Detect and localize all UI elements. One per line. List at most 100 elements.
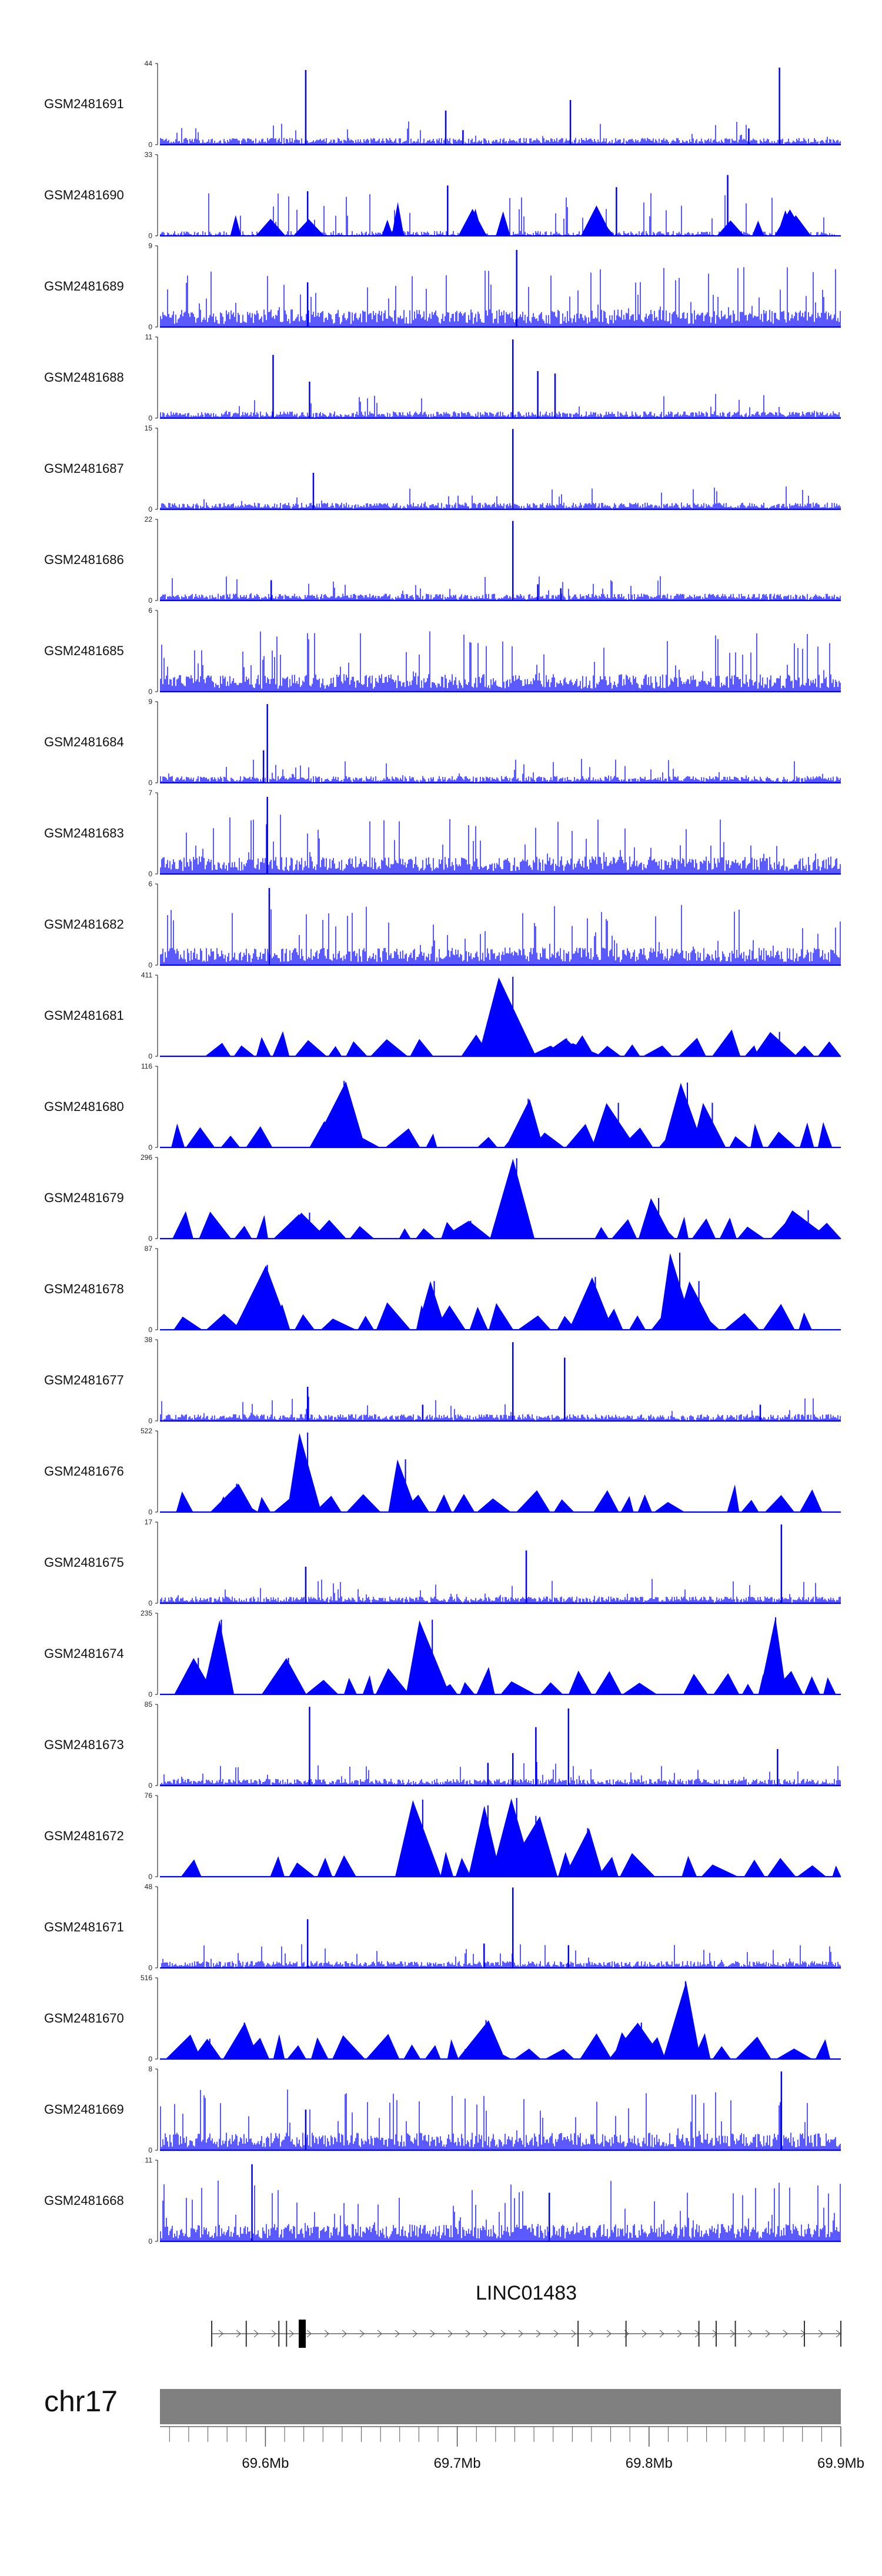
y-max-label: 38 [145,1336,153,1344]
coverage-bars [160,393,841,418]
x-tick-label: 69.7Mb [434,2455,481,2471]
y-max-label: 11 [145,333,153,341]
track-label: GSM2481671 [44,1920,124,1934]
track-GSM2481682: GSM2481682 6 0 [44,880,841,969]
y-max-label: 6 [148,606,152,615]
coverage-area [205,977,841,1057]
coverage-bars [160,576,841,600]
track-GSM2481686: GSM2481686 22 0 [44,515,841,605]
chromosome-bar [160,2389,841,2424]
y-max-label: 8 [148,2065,152,2073]
y-min-label: 0 [148,1690,152,1699]
y-min-label: 0 [148,1326,152,1334]
track-label: GSM2481691 [44,96,124,111]
track-label: GSM2481668 [44,2193,124,2208]
y-min-label: 0 [148,779,152,787]
y-min-label: 0 [148,961,152,969]
track-label: GSM2481680 [44,1099,124,1114]
coverage-area [171,1081,833,1148]
genome-axis: 69.6Mb 69.7Mb 69.8Mb 69.9Mb [160,2426,864,2471]
y-max-label: 48 [145,1883,153,1891]
y-max-label: 7 [148,789,152,797]
y-min-label: 0 [148,1143,152,1152]
y-max-label: 22 [145,515,153,523]
chromosome-label: chr17 [44,2385,118,2418]
track-GSM2481678: GSM2481678 87 0 [44,1244,841,1334]
track-label: GSM2481690 [44,188,124,202]
chromosome-track: chr17 [44,2385,841,2424]
y-min-label: 0 [148,2146,152,2154]
track-label: GSM2481678 [44,1282,124,1296]
y-min-label: 0 [148,1052,152,1060]
y-min-label: 0 [148,1599,152,1607]
track-label: GSM2481670 [44,2011,124,2026]
y-min-label: 0 [148,2237,152,2245]
coverage-area [176,1433,823,1513]
track-GSM2481690: GSM2481690 33 0 [44,151,841,240]
track-GSM2481669: GSM2481669 8 0 [44,2065,841,2154]
track-GSM2481670: GSM2481670 516 0 [44,1974,841,2063]
track-label: GSM2481679 [44,1190,124,1205]
track-label: GSM2481675 [44,1555,124,1570]
track-GSM2481676: GSM2481676 522 0 [44,1427,841,1516]
coverage-area [230,202,811,236]
coverage-bars [160,486,841,509]
track-GSM2481675: GSM2481675 17 0 [44,1518,841,1607]
track-GSM2481679: GSM2481679 296 0 [44,1153,841,1243]
coverage-bars [160,267,841,327]
coverage-bars [160,631,841,692]
y-min-label: 0 [148,1873,152,1881]
coverage-area [165,1982,831,2060]
y-min-label: 0 [148,232,152,240]
strand-arrows [218,2330,841,2338]
track-GSM2481689: GSM2481689 9 0 [44,242,841,331]
track-label: GSM2481683 [44,826,124,840]
track-GSM2481688: GSM2481688 11 0 [44,333,841,422]
track-GSM2481672: GSM2481672 76 0 [44,1791,841,1881]
track-label: GSM2481677 [44,1373,124,1387]
coverage-area [173,1253,813,1330]
track-label: GSM2481674 [44,1646,124,1661]
track-label: GSM2481682 [44,917,124,932]
y-max-label: 15 [145,424,153,432]
y-min-label: 0 [148,596,152,605]
y-min-label: 0 [148,505,152,513]
track-label: GSM2481685 [44,643,124,658]
track-label: GSM2481673 [44,1737,124,1752]
track-GSM2481687: GSM2481687 15 0 [44,424,841,513]
y-min-label: 0 [148,323,152,331]
coverage-area [174,1618,836,1695]
x-tick-label: 69.8Mb [626,2455,673,2471]
track-GSM2481668: GSM2481668 11 0 [44,2156,841,2245]
coverage-bars [160,2089,841,2150]
track-GSM2481680: GSM2481680 116 0 [44,1062,841,1152]
y-min-label: 0 [148,870,152,878]
coverage-area [181,1798,841,1877]
y-max-label: 9 [148,242,152,250]
y-min-label: 0 [148,414,152,422]
y-max-label: 17 [145,1518,153,1526]
y-max-label: 6 [148,880,152,888]
y-min-label: 0 [148,1508,152,1516]
x-tick-label: 69.6Mb [242,2455,289,2471]
y-max-label: 522 [141,1427,152,1435]
y-max-label: 76 [145,1791,153,1800]
gene-track: LINC01483 [211,2282,841,2348]
track-label: GSM2481676 [44,1464,124,1479]
track-GSM2481671: GSM2481671 48 0 [44,1883,841,1972]
track-GSM2481677: GSM2481677 38 0 [44,1336,841,1425]
coverage-bars [160,759,841,783]
coverage-bars [160,121,841,145]
track-label: GSM2481688 [44,370,124,385]
y-max-label: 44 [145,59,153,68]
y-max-label: 296 [141,1153,152,1162]
track-GSM2481691: GSM2481691 44 0 [44,59,841,149]
track-label: GSM2481686 [44,552,124,567]
y-max-label: 85 [145,1700,153,1709]
coverage-area [172,1159,841,1239]
y-max-label: 411 [141,971,152,979]
track-GSM2481673: GSM2481673 85 0 [44,1700,841,1790]
y-max-label: 87 [145,1244,153,1253]
coverage-bars [160,1396,841,1421]
